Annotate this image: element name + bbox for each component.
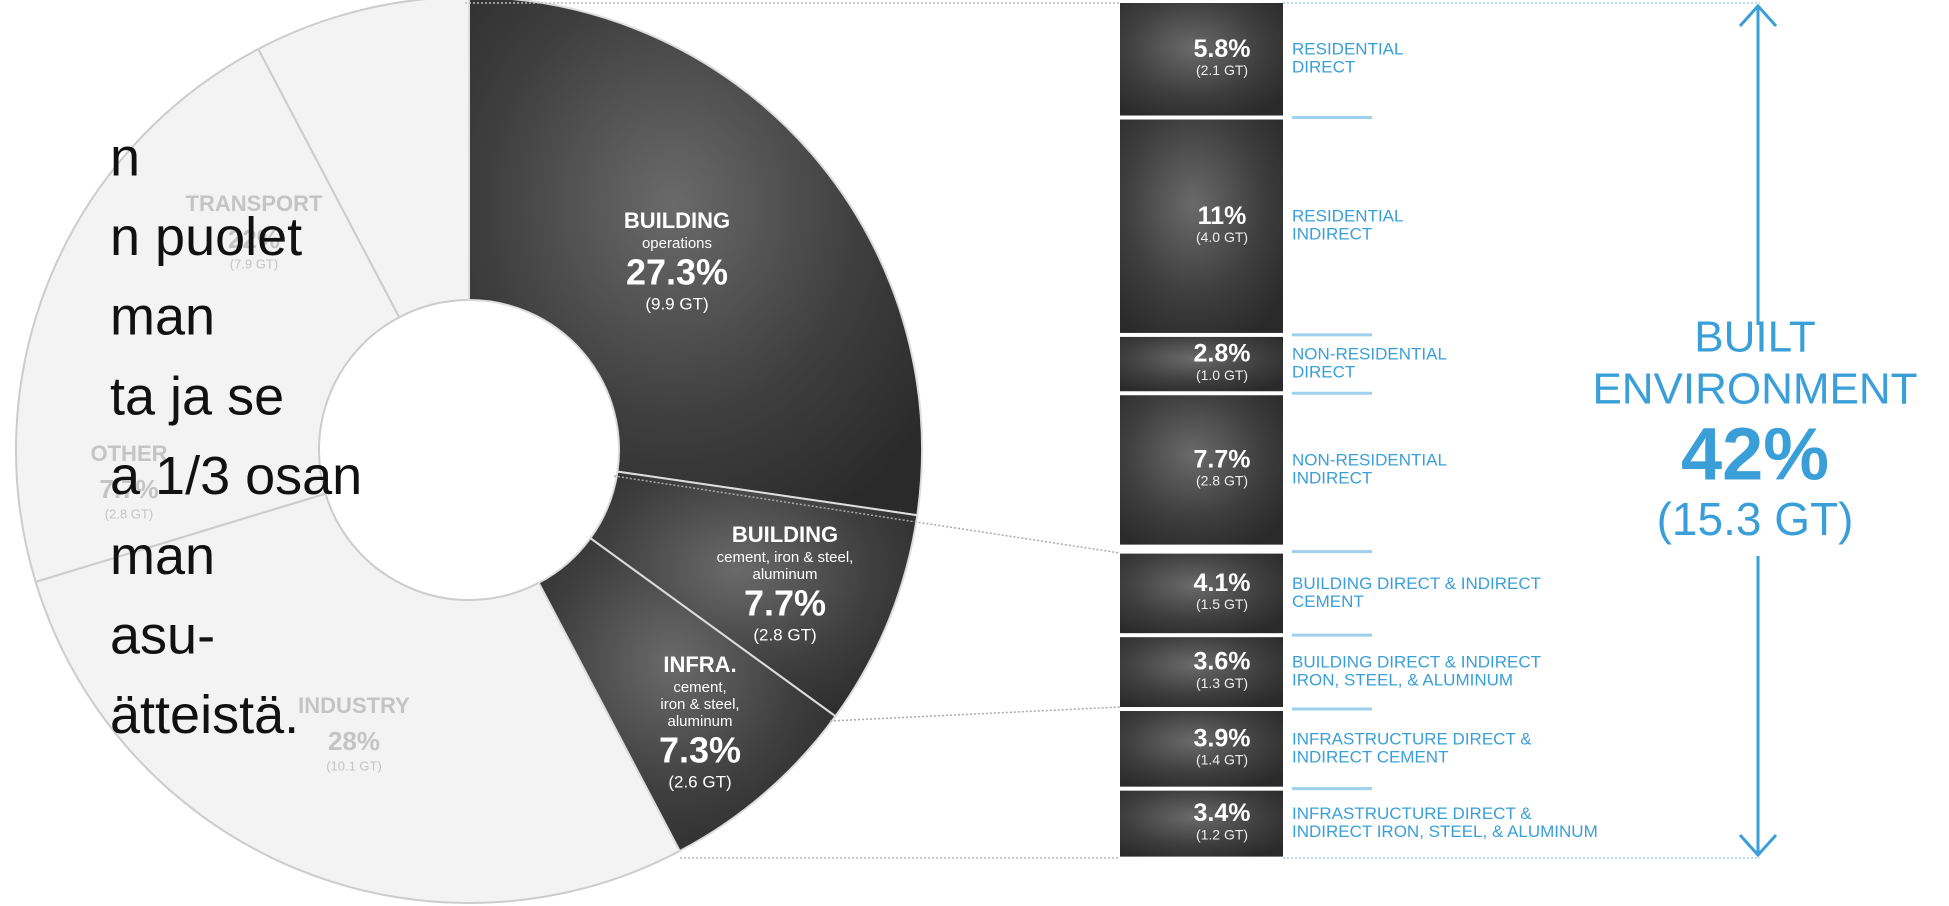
- segment-value: 27.3%: [626, 252, 728, 293]
- segment-gt: (4.0 GT): [1196, 229, 1248, 245]
- segment-sublabel: aluminum: [667, 713, 732, 730]
- segment-gt: (2.8 GT): [105, 506, 153, 521]
- segment-label: INDIRECT CEMENT: [1292, 747, 1448, 766]
- arrow-head: [1738, 3, 1778, 28]
- segment-label: BUILDING: [732, 522, 838, 547]
- segment-label: IRON, STEEL, & ALUMINUM: [1292, 671, 1513, 690]
- segment-gt: (1.3 GT): [1196, 675, 1248, 691]
- segment-label: INFRASTRUCTURE DIRECT &: [1292, 729, 1532, 748]
- column-segment: [1120, 395, 1283, 545]
- segment-gt: (2.8 GT): [1196, 473, 1248, 489]
- slide-text-line: ätteistä.: [110, 685, 299, 745]
- donut-segment: [256, 0, 470, 319]
- segment-sublabel: cement,: [673, 679, 726, 696]
- segment-label: CEMENT: [1292, 592, 1364, 611]
- segment-label: RESIDENTIAL: [1292, 207, 1403, 226]
- column-segment: [1120, 790, 1283, 857]
- segment-label: NON-RESIDENTIAL: [1292, 345, 1447, 364]
- donut-segment: [588, 470, 919, 718]
- segment-gt: (1.0 GT): [1196, 367, 1248, 383]
- column-segment: [1120, 3, 1283, 116]
- segment-label: INFRA.: [663, 652, 736, 677]
- segment-value: 4.1%: [1194, 569, 1251, 597]
- total-title: ENVIRONMENT: [1592, 365, 1917, 414]
- total-title: BUILT: [1694, 313, 1815, 362]
- segment-gt: (2.1 GT): [1196, 62, 1248, 78]
- slide-text-line: a 1/3 osan: [110, 446, 362, 506]
- segment-label: INFRASTRUCTURE DIRECT &: [1292, 804, 1532, 823]
- segment-label: INDIRECT: [1292, 468, 1372, 487]
- slide-text-line: man: [110, 526, 215, 586]
- connector: [829, 706, 1121, 722]
- column-segment: [1120, 119, 1283, 333]
- segment-gt: (1.5 GT): [1196, 596, 1248, 612]
- segment-value: 28%: [328, 726, 380, 756]
- slide-text-line: n puolet: [110, 207, 302, 267]
- segment-value: 5.8%: [1194, 35, 1251, 63]
- segment-sublabel: aluminum: [752, 566, 817, 583]
- segment-value: 3.6%: [1194, 648, 1251, 676]
- segment-value: 7.7%: [1194, 446, 1251, 474]
- slide-text: n n puolet man ta ja se a 1/3 osan man asu-ätt…: [110, 127, 362, 745]
- slide-text-line: ta ja se: [110, 366, 284, 426]
- column-segment: [1120, 553, 1283, 634]
- segment-label: INDIRECT IRON, STEEL, & ALUMINUM: [1292, 822, 1598, 841]
- segment-label: BUILDING: [624, 208, 730, 233]
- segment-sublabel: iron & steel,: [660, 696, 739, 713]
- segment-gt: (2.8 GT): [753, 625, 816, 644]
- segment-label: BUILDING DIRECT & INDIRECT: [1292, 574, 1541, 593]
- segment-label: RESIDENTIAL: [1292, 40, 1403, 59]
- segment-value: 3.4%: [1194, 799, 1251, 827]
- connector: [613, 475, 1121, 554]
- segment-label: TRANSPORT: [186, 191, 323, 216]
- segment-label: INDIRECT: [1292, 225, 1372, 244]
- donut-segment: [34, 492, 682, 904]
- total-gt: (15.3 GT): [1657, 493, 1854, 545]
- segment-value: 11%: [1198, 202, 1247, 230]
- donut-segment: [537, 536, 837, 853]
- segment-label: DIRECT: [1292, 363, 1355, 382]
- segment-gt: (7.9 GT): [230, 256, 278, 271]
- segment-sublabel: cement, iron & steel,: [717, 549, 854, 566]
- donut-segment: [468, 0, 923, 517]
- segment-gt: (1.2 GT): [1196, 826, 1248, 842]
- connectors: [465, 2, 1760, 859]
- segment-label: INDUSTRY: [298, 693, 410, 718]
- segment-value: 22%: [228, 224, 280, 254]
- light-segments: INDUSTRY 28% (10.1 GT) TRANSPORT 22% (7.9 GT)…: [15, 0, 682, 904]
- segment-label: BUILDING DIRECT & INDIRECT: [1292, 653, 1541, 672]
- segment-value: 7.3%: [659, 730, 741, 771]
- segment-gt: (2.6 GT): [668, 772, 731, 791]
- column-segment: [1120, 637, 1283, 707]
- segment-value: 3.9%: [1194, 724, 1251, 752]
- segment-value: 2.8%: [1194, 340, 1251, 368]
- segment-label: NON-RESIDENTIAL: [1292, 450, 1447, 469]
- slide-text-line: n: [110, 127, 140, 187]
- segment-label: DIRECT: [1292, 58, 1355, 77]
- total-value: 42%: [1681, 413, 1829, 496]
- arrow-head: [1738, 833, 1778, 858]
- donut-segment: [15, 47, 401, 584]
- range-arrow: [1738, 3, 1778, 858]
- segment-gt: (10.1 GT): [326, 758, 382, 773]
- column-segment: [1120, 711, 1283, 787]
- column-segment: [1120, 336, 1283, 392]
- segment-gt: (1.4 GT): [1196, 752, 1248, 768]
- slide-text-line: asu-: [110, 605, 215, 665]
- segment-sublabel: operations: [642, 235, 712, 252]
- segment-value: 7.7%: [99, 474, 158, 504]
- slide-text-line: man: [110, 287, 215, 347]
- segment-value: 7.7%: [744, 583, 826, 624]
- segment-gt: (9.9 GT): [645, 294, 708, 313]
- segment-label: OTHER: [91, 441, 168, 466]
